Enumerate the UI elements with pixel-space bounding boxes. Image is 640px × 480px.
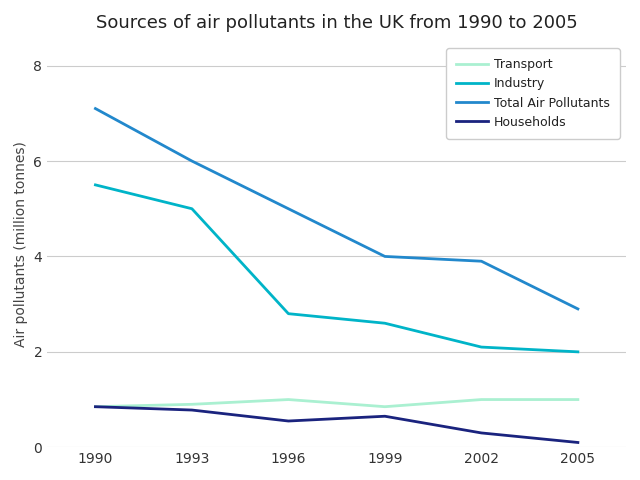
Total Air Pollutants <box>574 306 582 312</box>
Industry <box>381 320 388 326</box>
Transport <box>285 396 292 402</box>
Title: Sources of air pollutants in the UK from 1990 to 2005: Sources of air pollutants in the UK from… <box>96 14 577 32</box>
Total Air Pollutants <box>381 253 388 259</box>
Industry <box>477 344 485 350</box>
Households <box>574 440 582 445</box>
Households <box>381 413 388 419</box>
Line: Households: Households <box>95 407 578 443</box>
Industry <box>92 182 99 188</box>
Line: Total Air Pollutants: Total Air Pollutants <box>95 108 578 309</box>
Transport <box>477 396 485 402</box>
Households <box>92 404 99 409</box>
Transport <box>574 396 582 402</box>
Total Air Pollutants <box>477 258 485 264</box>
Total Air Pollutants <box>188 158 196 164</box>
Transport <box>92 404 99 409</box>
Industry <box>188 206 196 212</box>
Transport <box>381 404 388 409</box>
Households <box>285 418 292 424</box>
Households <box>188 407 196 413</box>
Legend: Transport, Industry, Total Air Pollutants, Households: Transport, Industry, Total Air Pollutant… <box>447 48 620 139</box>
Line: Transport: Transport <box>95 399 578 407</box>
Y-axis label: Air pollutants (million tonnes): Air pollutants (million tonnes) <box>14 142 28 348</box>
Industry <box>574 349 582 355</box>
Industry <box>285 311 292 317</box>
Total Air Pollutants <box>285 206 292 212</box>
Total Air Pollutants <box>92 106 99 111</box>
Line: Industry: Industry <box>95 185 578 352</box>
Households <box>477 430 485 436</box>
Transport <box>188 401 196 407</box>
